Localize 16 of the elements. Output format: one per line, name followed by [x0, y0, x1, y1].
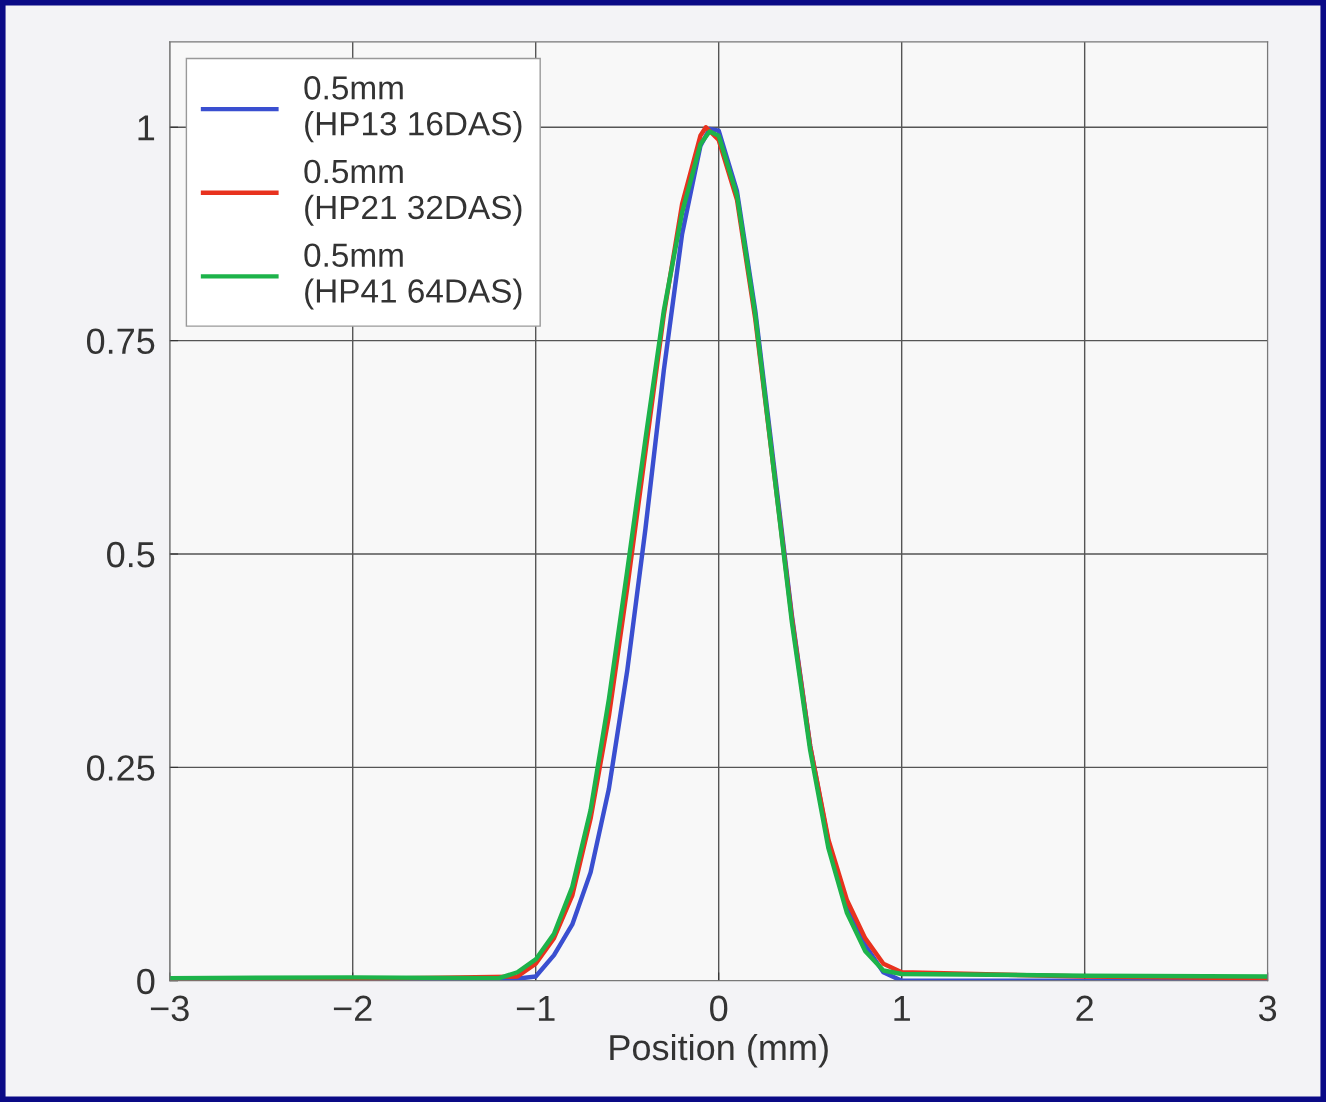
x-tick-label: 1 — [894, 995, 910, 1021]
legend-label: 0.5mm (HP21 32DAS) — [304, 159, 522, 226]
x-tick-label: −3 — [150, 995, 189, 1022]
y-tick-label: 0.25 — [86, 755, 155, 781]
y-tick-label: 0.5 — [107, 541, 155, 568]
x-tick-label: −1 — [516, 995, 555, 1021]
y-tick-label: 0.75 — [86, 328, 155, 355]
x-tick-label: 2 — [1076, 995, 1093, 1021]
x-axis-title: Position (mm) — [610, 1033, 828, 1068]
y-tick-label: 1 — [138, 115, 155, 141]
legend-label: 0.5mm (HP13 16DAS) — [304, 76, 522, 143]
x-tick-label: −2 — [333, 995, 372, 1021]
x-tick-label: 0 — [710, 995, 728, 1022]
legend-label: 0.5mm (HP41 64DAS) — [304, 243, 522, 310]
y-tick-label: 0 — [137, 968, 155, 995]
x-tick-label: 3 — [1258, 995, 1277, 1022]
